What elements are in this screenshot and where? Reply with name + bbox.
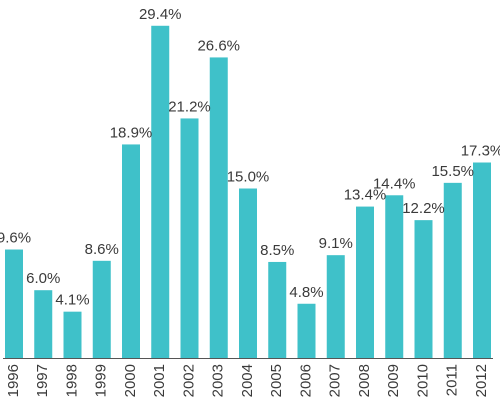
x-tick-label-1997: 1997 [34,364,51,397]
bar-2002 [180,118,199,358]
x-tick-label-2008: 2008 [356,364,373,397]
value-label-2012: 17.3% [461,143,500,160]
x-tick-label-1998: 1998 [63,364,80,397]
x-tick-label-2011: 2011 [444,364,461,396]
x-tick-label-2009: 2009 [385,364,402,397]
value-label-2007: 9.1% [319,235,353,252]
x-tick-label-2006: 2006 [297,364,314,397]
value-label-2000: 18.9% [110,124,153,141]
value-label-1996: 9.6% [0,230,31,247]
bar-2006 [297,303,316,358]
bar-2003 [209,57,228,359]
bar-2007 [326,255,345,358]
bar-2012 [473,162,491,358]
value-label-2003: 26.6% [197,37,240,54]
bar-2009 [385,195,404,358]
value-label-2008: 13.4% [344,187,387,204]
x-tick-label-2002: 2002 [180,364,197,397]
value-label-2009: 14.4% [373,175,416,192]
bar-2001 [151,25,170,359]
bar-2004 [239,188,257,358]
bar-1999 [92,260,111,358]
x-tick-label-2004: 2004 [239,364,256,397]
x-tick-label-2001: 2001 [151,364,168,397]
value-label-2004: 15.0% [227,169,270,186]
x-tick-label-1996: 1996 [5,364,22,397]
bar-2000 [122,144,140,358]
bar-2011 [443,182,462,358]
bar-2005 [268,261,287,358]
value-label-2010: 12.2% [402,200,445,217]
bar-1998 [63,311,82,358]
value-label-1997: 6.0% [26,270,60,287]
x-tick-label-2000: 2000 [122,364,139,397]
value-label-2011: 15.5% [431,163,474,180]
bar-2010 [414,220,433,358]
value-label-1998: 4.1% [55,292,89,309]
x-tick-label-2010: 2010 [414,364,431,397]
bars-group [5,25,491,359]
x-tick-label-2005: 2005 [268,364,285,397]
bar-1996 [5,249,23,358]
x-tick-labels-group: 1996 1997 1998 1999 2000 2001 2002 2003 2004 2005… [5,364,490,397]
x-tick-label-2007: 2007 [327,364,344,397]
bar-2008 [356,206,374,358]
x-tick-label-2012: 2012 [473,364,490,397]
bar-1997 [34,290,53,358]
value-label-2002: 21.2% [168,98,211,115]
value-label-2005: 8.5% [260,242,294,259]
value-labels-group: 9.6% 6.0% 4.1% 8.6% 18.9% 29.4% 21.2% 26.6% 15.0… [0,6,500,309]
x-tick-label-1999: 1999 [93,364,110,397]
x-tick-label-2003: 2003 [210,364,227,397]
value-label-2006: 4.8% [289,284,323,301]
value-label-1999: 8.6% [85,241,119,258]
value-label-2001: 29.4% [139,6,182,23]
